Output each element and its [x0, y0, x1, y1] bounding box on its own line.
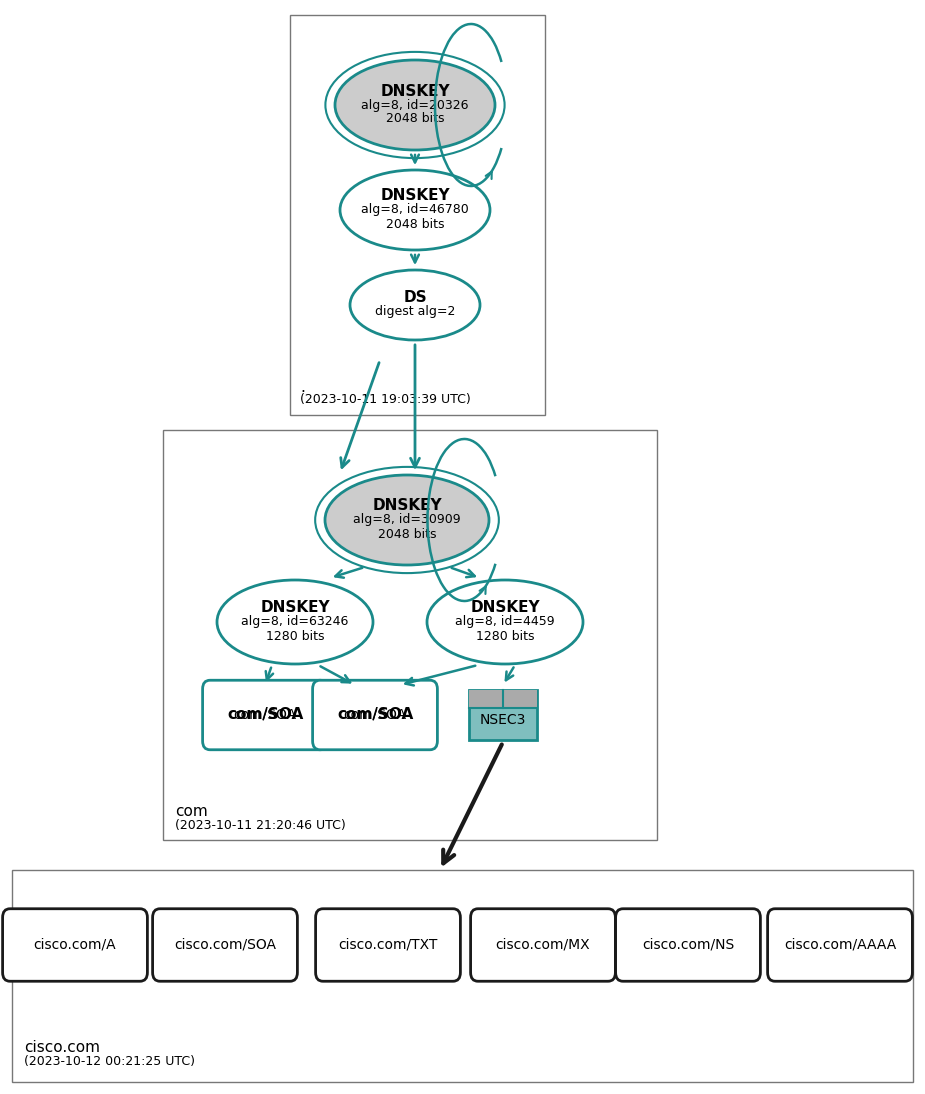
Text: cisco.com: cisco.com	[24, 1039, 100, 1055]
Ellipse shape	[217, 580, 373, 664]
FancyBboxPatch shape	[315, 909, 461, 981]
Text: alg=8, id=63246: alg=8, id=63246	[241, 616, 349, 628]
Text: cisco.com/NS: cisco.com/NS	[642, 938, 734, 952]
Text: DNSKEY: DNSKEY	[470, 601, 540, 616]
Text: NSEC3: NSEC3	[480, 713, 526, 728]
Text: com/SOA: com/SOA	[227, 708, 303, 722]
Text: DNSKEY: DNSKEY	[260, 601, 330, 616]
Ellipse shape	[427, 580, 583, 664]
Text: cisco.com/AAAA: cisco.com/AAAA	[783, 938, 896, 952]
Text: com/SOA: com/SOA	[343, 708, 407, 722]
Text: alg=8, id=46780: alg=8, id=46780	[361, 203, 469, 217]
Text: alg=8, id=30909: alg=8, id=30909	[353, 513, 461, 526]
Text: com: com	[175, 804, 208, 819]
Text: (2023-10-12 00:21:25 UTC): (2023-10-12 00:21:25 UTC)	[24, 1056, 195, 1069]
FancyBboxPatch shape	[768, 909, 912, 981]
Text: DNSKEY: DNSKEY	[380, 188, 450, 203]
Text: cisco.com/A: cisco.com/A	[33, 938, 117, 952]
FancyBboxPatch shape	[616, 909, 760, 981]
Text: DS: DS	[403, 291, 426, 305]
FancyBboxPatch shape	[313, 680, 438, 749]
Text: cisco.com/SOA: cisco.com/SOA	[174, 938, 276, 952]
Text: 2048 bits: 2048 bits	[386, 218, 444, 231]
Text: .: .	[300, 380, 305, 395]
Text: cisco.com/TXT: cisco.com/TXT	[339, 938, 438, 952]
Text: (2023-10-11 21:20:46 UTC): (2023-10-11 21:20:46 UTC)	[175, 819, 346, 833]
Text: 2048 bits: 2048 bits	[377, 527, 437, 540]
FancyBboxPatch shape	[469, 690, 537, 740]
Text: com/SOA: com/SOA	[233, 708, 297, 722]
Text: digest alg=2: digest alg=2	[375, 305, 455, 318]
Ellipse shape	[320, 687, 430, 743]
Text: 1280 bits: 1280 bits	[475, 629, 535, 642]
Text: com/SOA: com/SOA	[337, 708, 413, 722]
Text: DNSKEY: DNSKEY	[380, 83, 450, 98]
Text: 1280 bits: 1280 bits	[265, 629, 325, 642]
Ellipse shape	[335, 60, 495, 150]
FancyBboxPatch shape	[471, 909, 615, 981]
FancyBboxPatch shape	[3, 909, 147, 981]
FancyBboxPatch shape	[203, 680, 327, 749]
Text: alg=8, id=20326: alg=8, id=20326	[362, 98, 469, 112]
FancyBboxPatch shape	[469, 690, 537, 708]
Text: 2048 bits: 2048 bits	[386, 113, 444, 126]
Text: (2023-10-11 19:03:39 UTC): (2023-10-11 19:03:39 UTC)	[300, 394, 471, 407]
Ellipse shape	[350, 270, 480, 340]
Ellipse shape	[210, 687, 320, 743]
Ellipse shape	[340, 170, 490, 251]
Ellipse shape	[325, 475, 489, 565]
Text: DNSKEY: DNSKEY	[372, 499, 442, 513]
Text: alg=8, id=4459: alg=8, id=4459	[455, 616, 555, 628]
FancyBboxPatch shape	[153, 909, 298, 981]
Text: cisco.com/MX: cisco.com/MX	[496, 938, 590, 952]
